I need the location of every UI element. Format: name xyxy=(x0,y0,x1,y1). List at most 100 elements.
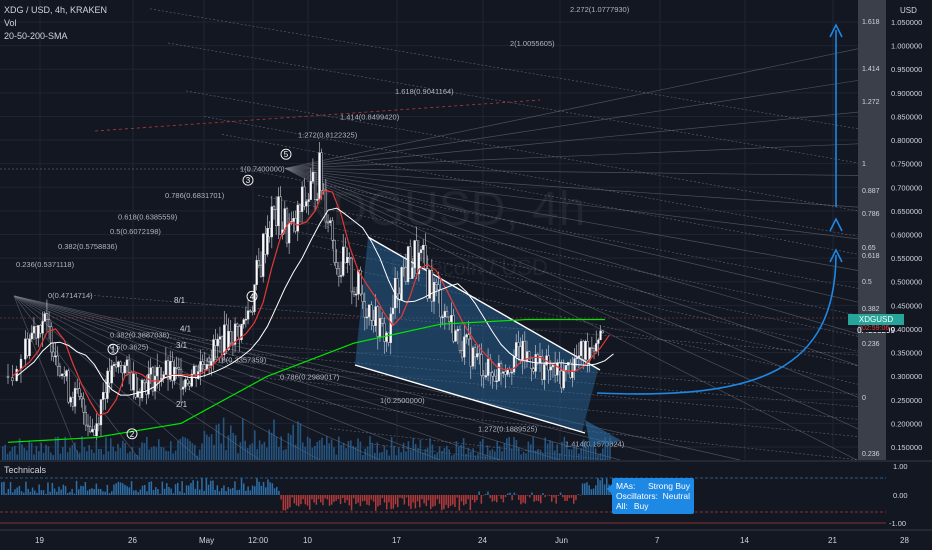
volume-bar xyxy=(515,439,518,460)
candle-body xyxy=(484,375,488,378)
technicals-bar xyxy=(366,495,368,505)
technicals-bar xyxy=(337,495,340,500)
volume-bar xyxy=(261,444,263,460)
candle-body xyxy=(365,316,369,319)
candle-body xyxy=(73,388,77,407)
technicals-bar xyxy=(247,486,249,495)
technicals-bar xyxy=(106,484,109,495)
technicals-bar xyxy=(485,493,487,495)
time-tick: 12:00 xyxy=(248,536,269,545)
technicals-bar xyxy=(139,489,142,495)
volume-bar xyxy=(249,444,251,460)
technicals-bar xyxy=(218,491,221,495)
volume-bar xyxy=(326,436,328,460)
technicals-bar xyxy=(465,495,467,504)
technicals-bar xyxy=(174,484,177,495)
fan-line xyxy=(13,295,81,460)
candle-body xyxy=(374,306,377,326)
price-tick: 0.500000 xyxy=(891,278,922,287)
volume-bar xyxy=(186,438,189,460)
technicals-bar xyxy=(276,487,278,495)
candle-body xyxy=(409,246,412,279)
candle-body xyxy=(339,275,343,277)
candle-body xyxy=(305,201,308,207)
arrowhead-mid xyxy=(829,217,843,232)
volume-bar xyxy=(66,452,69,460)
candle-body xyxy=(166,360,170,380)
fib-levels xyxy=(89,8,858,460)
technicals-bar xyxy=(357,495,359,503)
technicals-bar xyxy=(324,495,326,499)
technicals-bar xyxy=(240,478,243,495)
technicals-bar xyxy=(403,495,406,505)
candle-body xyxy=(437,284,440,291)
grid xyxy=(0,0,858,460)
technicals-bar xyxy=(93,489,95,495)
technicals-bar xyxy=(355,495,357,504)
volume-bar xyxy=(59,453,62,460)
technicals-bar xyxy=(344,495,346,503)
volume-bar xyxy=(422,452,424,460)
volume-bar xyxy=(354,447,357,460)
technicals-bar xyxy=(119,482,122,495)
volume-bar xyxy=(138,447,141,460)
volume-bar xyxy=(563,436,566,460)
technicals-bar xyxy=(427,495,430,501)
candle-body xyxy=(145,382,148,395)
technicals-bar xyxy=(408,495,410,507)
candle-body xyxy=(478,353,481,355)
candle-body xyxy=(564,365,568,371)
candle-body xyxy=(190,373,193,387)
volume-bar xyxy=(477,453,479,460)
fib-right-label: 0.5 xyxy=(862,279,872,286)
candle-body xyxy=(344,246,347,263)
candle-body xyxy=(491,372,494,377)
technicals-bar xyxy=(513,492,516,495)
candle-body xyxy=(192,365,196,375)
volume-bar xyxy=(314,446,316,460)
volume-bar xyxy=(304,446,306,460)
technicals-bar xyxy=(130,481,133,495)
technicals-bar xyxy=(278,490,280,495)
volume-bar xyxy=(78,452,81,460)
red-dashed-line xyxy=(94,99,541,132)
candle-body xyxy=(41,321,44,334)
candle-body xyxy=(515,342,518,357)
technicals-bar xyxy=(282,495,285,511)
technicals-bar xyxy=(555,495,557,504)
candle-body xyxy=(599,330,602,341)
candle-body xyxy=(540,355,544,380)
candle-body xyxy=(114,364,118,368)
fan-line xyxy=(13,295,681,460)
candle-body xyxy=(296,204,299,232)
volume-bar xyxy=(251,443,254,460)
technicals-bar xyxy=(416,495,419,502)
fib-right-label: 0.618 xyxy=(862,253,880,260)
technicals-bar xyxy=(5,493,7,495)
volume-bar xyxy=(350,440,352,460)
candle-body xyxy=(97,423,100,426)
technicals-bar xyxy=(100,488,102,495)
fan-line xyxy=(284,48,858,169)
candle-body xyxy=(6,375,10,378)
technicals-bar xyxy=(309,495,311,510)
volume-bar xyxy=(95,440,98,460)
fan-line xyxy=(284,168,858,240)
technicals-bar xyxy=(113,484,115,495)
technicals-bar xyxy=(152,490,155,495)
volume-bar xyxy=(208,436,210,460)
osc-label: Oscillators: xyxy=(616,491,659,501)
technicals-bar xyxy=(443,495,445,510)
mas-value: Strong Buy xyxy=(647,481,690,491)
candle-body xyxy=(592,348,596,352)
candle-body xyxy=(590,347,594,349)
technicals-title: Technicals xyxy=(4,465,47,475)
candle-body xyxy=(476,353,479,358)
volume-bar xyxy=(83,447,86,460)
candle-body xyxy=(532,368,535,372)
technicals-bar xyxy=(168,486,170,495)
technicals-bar xyxy=(207,484,210,495)
volume-bar xyxy=(333,447,335,460)
technicals-bar xyxy=(419,495,421,508)
